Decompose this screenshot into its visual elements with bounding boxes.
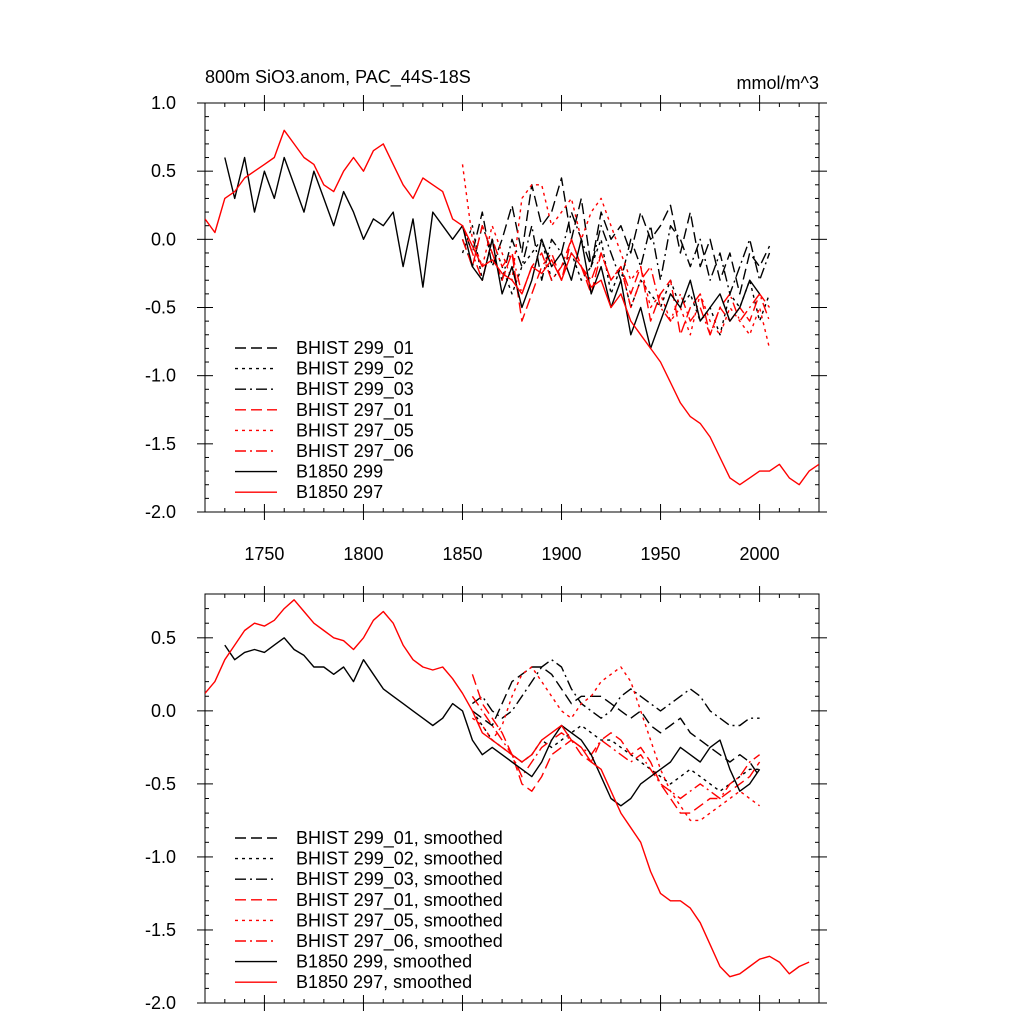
x-tick-label: 1800: [343, 544, 383, 564]
series-line-4: [461, 164, 771, 349]
y-tick-label: -1.0: [145, 847, 176, 867]
x-tick-label: 2000: [740, 544, 780, 564]
series-line-6: [224, 637, 761, 807]
x-tick-label: 1850: [442, 544, 482, 564]
series-line-3: [471, 674, 761, 814]
y-tick-label: 1.0: [151, 93, 176, 113]
legend-label: BHIST 299_01: [296, 338, 414, 359]
y-tick-label: 0.0: [151, 229, 176, 249]
series-line-3: [461, 224, 771, 336]
y-tick-label: -2.0: [145, 993, 176, 1013]
series-group: [205, 599, 810, 978]
chart-title: 800m SiO3.anom, PAC_44S-18S: [205, 67, 471, 88]
y-tick-label: -1.0: [145, 366, 176, 386]
top-panel: 800m SiO3.anom, PAC_44S-18S mmol/m^3 175…: [145, 67, 827, 564]
series-line-7: [205, 599, 810, 978]
legend-label: BHIST 297_01, smoothed: [296, 890, 503, 911]
series-line-7: [205, 129, 819, 486]
legend-label: BHIST 299_02, smoothed: [296, 849, 503, 870]
legend-label: B1850 299: [296, 462, 383, 482]
legend-label: BHIST 297_01: [296, 400, 414, 421]
x-tick-label: 1750: [244, 544, 284, 564]
legend-label: BHIST 297_05: [296, 420, 414, 441]
series-line-2: [461, 211, 771, 295]
series-line-6: [224, 156, 761, 350]
legend-label: B1850 299, smoothed: [296, 952, 472, 972]
series-line-2: [471, 659, 760, 727]
x-tick-label: 1950: [641, 544, 681, 564]
series-line-5: [471, 695, 761, 800]
series-group: [205, 129, 819, 486]
legend-label: BHIST 297_05, smoothed: [296, 910, 503, 931]
legend-label: BHIST 299_02: [296, 359, 414, 380]
y-tick-label: 0.5: [151, 628, 176, 648]
series-line-0: [471, 666, 761, 777]
y-tick-label: 0.5: [151, 161, 176, 181]
legend-label: B1850 297, smoothed: [296, 972, 472, 992]
y-tick-label: 0.0: [151, 701, 176, 721]
y-tick-label: -1.5: [145, 434, 176, 454]
legend-label: BHIST 299_03: [296, 379, 414, 400]
y-tick-label: -0.5: [145, 298, 176, 318]
legend-label: BHIST 297_06: [296, 441, 414, 462]
y-tick-label: -2.0: [145, 502, 176, 522]
series-line-1: [461, 224, 771, 336]
units-label: mmol/m^3: [737, 73, 819, 93]
y-tick-label: -1.5: [145, 920, 176, 940]
series-line-1: [471, 710, 760, 792]
legend-label: BHIST 299_03, smoothed: [296, 869, 503, 890]
legend-label: BHIST 299_01, smoothed: [296, 828, 503, 849]
series-line-5: [461, 225, 771, 336]
legend-label: B1850 297: [296, 482, 383, 502]
y-tick-label: -0.5: [145, 774, 176, 794]
bottom-panel: 0.5 0.0 -0.5 -1.0 -1.5 -2.0 BHIST 299_01, smoo…: [145, 586, 827, 1013]
legend-label: BHIST 297_06, smoothed: [296, 931, 503, 952]
series-line-0: [461, 177, 771, 295]
x-tick-label: 1900: [541, 544, 581, 564]
series-line-4: [471, 666, 761, 822]
